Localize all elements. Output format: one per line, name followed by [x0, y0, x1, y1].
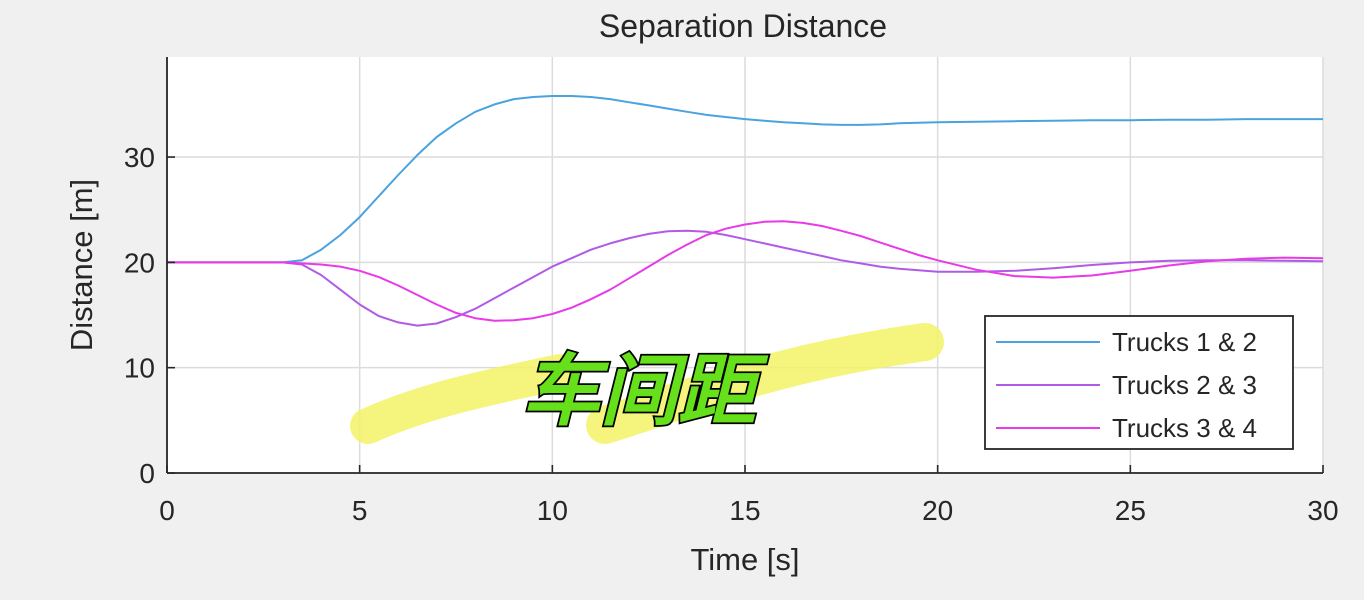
- series-lines: [167, 95, 1324, 327]
- series-line-3: [167, 220, 1324, 322]
- x-tick-label: 30: [1307, 495, 1338, 526]
- x-axis-label: Time [s]: [690, 542, 799, 577]
- highlight-stroke: [586, 323, 944, 444]
- y-tick-label: 0: [139, 458, 155, 489]
- chart-title: Separation Distance: [599, 8, 887, 44]
- highlight-stroke: [350, 354, 578, 444]
- x-tick-label: 5: [352, 495, 368, 526]
- axes: [166, 57, 1324, 474]
- overlay-caption: 车间距: [522, 347, 769, 437]
- y-axis-label: Distance [m]: [64, 179, 99, 351]
- legend-box: [984, 315, 1294, 450]
- legend-label: Trucks 3 & 4: [1112, 413, 1257, 443]
- y-tick-label: 10: [124, 353, 155, 384]
- x-tick-label: 15: [729, 495, 760, 526]
- legend-label: Trucks 1 & 2: [1112, 327, 1257, 357]
- series-line-1: [167, 95, 1323, 264]
- y-tick-label: 30: [124, 142, 155, 173]
- highlighter-mark: [350, 323, 944, 444]
- x-tick-label: 20: [922, 495, 953, 526]
- series-line-2: [167, 229, 1324, 327]
- x-tick-label: 25: [1115, 495, 1146, 526]
- x-tick-label: 10: [537, 495, 568, 526]
- tick-labels: 0 5 10 15 20 25 30 0 10 20 30: [124, 142, 1339, 526]
- legend-items: Trucks 1 & 2 Trucks 2 & 3 Trucks 3 & 4: [996, 327, 1257, 443]
- legend: Trucks 1 & 2 Trucks 2 & 3 Trucks 3 & 4: [984, 315, 1294, 450]
- y-tick-label: 20: [124, 247, 155, 278]
- x-tick-label: 0: [159, 495, 175, 526]
- legend-label: Trucks 2 & 3: [1112, 370, 1257, 400]
